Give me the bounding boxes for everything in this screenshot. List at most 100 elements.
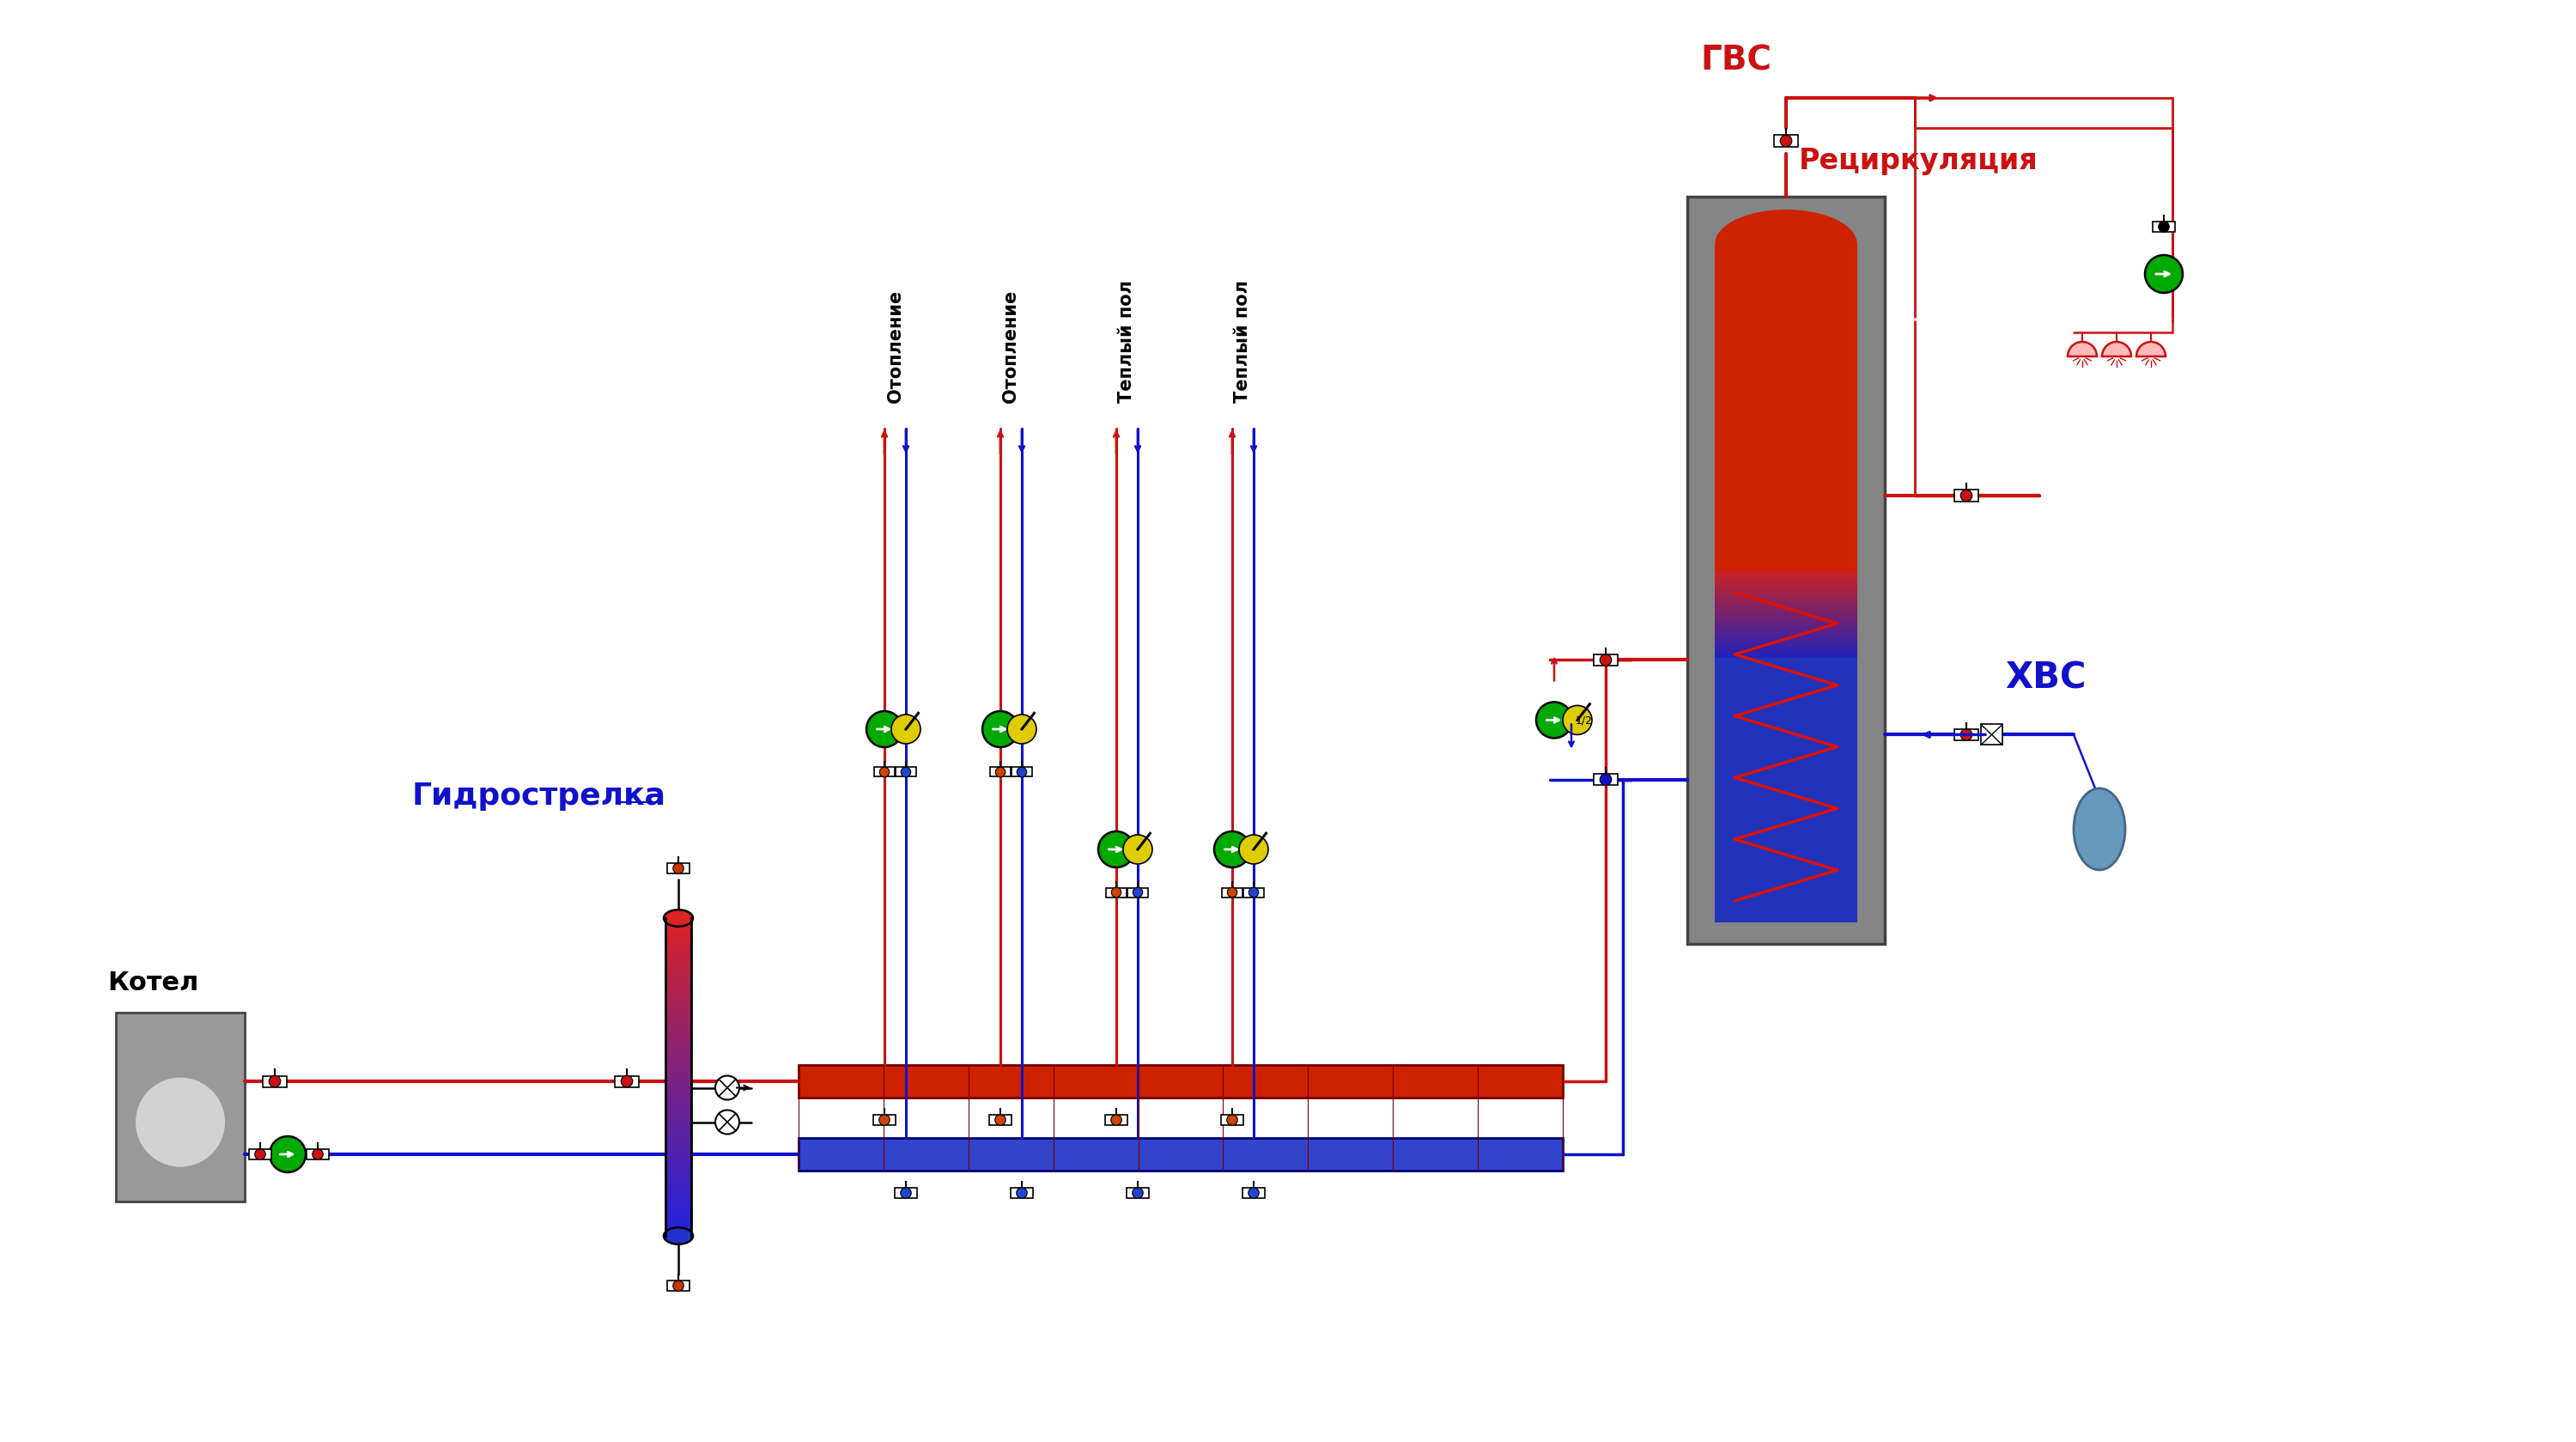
- Bar: [1716, 632, 1857, 634]
- Bar: [1716, 597, 1857, 601]
- Circle shape: [1018, 1188, 1028, 1198]
- Circle shape: [1535, 702, 1571, 738]
- Bar: [873, 1115, 896, 1125]
- Bar: [1012, 767, 1033, 777]
- Circle shape: [716, 1110, 739, 1133]
- Circle shape: [902, 767, 912, 777]
- Circle shape: [1226, 1115, 1236, 1125]
- Bar: [1244, 888, 1265, 897]
- Circle shape: [312, 1149, 322, 1159]
- Bar: [665, 1211, 690, 1220]
- Bar: [1775, 136, 1798, 147]
- Bar: [2154, 222, 2174, 232]
- Bar: [1716, 603, 1857, 607]
- Bar: [665, 933, 690, 942]
- Circle shape: [891, 715, 920, 744]
- Bar: [1221, 1115, 1244, 1125]
- Circle shape: [866, 711, 902, 747]
- Circle shape: [1600, 655, 1613, 666]
- Ellipse shape: [1716, 209, 1857, 278]
- Bar: [1716, 655, 1857, 658]
- Wedge shape: [2069, 342, 2097, 356]
- Circle shape: [1564, 705, 1592, 734]
- Bar: [1716, 577, 1857, 581]
- Circle shape: [716, 1076, 739, 1100]
- Bar: [1955, 730, 1978, 740]
- Bar: [665, 1069, 690, 1077]
- Wedge shape: [2102, 342, 2130, 356]
- Bar: [1716, 634, 1857, 637]
- Bar: [665, 1132, 690, 1141]
- Bar: [1716, 585, 1857, 590]
- Text: Отопление: Отопление: [1002, 290, 1020, 402]
- Bar: [665, 1180, 690, 1188]
- Circle shape: [1780, 136, 1793, 147]
- Circle shape: [137, 1077, 224, 1167]
- Circle shape: [1007, 715, 1036, 744]
- Bar: [665, 1218, 690, 1229]
- Circle shape: [1213, 832, 1249, 868]
- Circle shape: [994, 1115, 1005, 1125]
- Bar: [1716, 583, 1857, 587]
- Bar: [1716, 611, 1857, 616]
- Bar: [1716, 649, 1857, 652]
- Circle shape: [981, 711, 1018, 747]
- Bar: [989, 767, 1010, 777]
- Bar: [665, 1092, 690, 1100]
- Bar: [665, 1116, 690, 1125]
- Bar: [665, 1203, 690, 1213]
- Bar: [665, 1107, 690, 1116]
- Bar: [665, 1195, 690, 1204]
- Bar: [665, 957, 690, 966]
- Bar: [1716, 588, 1857, 593]
- Bar: [1687, 196, 1886, 945]
- Circle shape: [1097, 832, 1133, 868]
- Bar: [1716, 606, 1857, 610]
- Bar: [250, 1149, 270, 1159]
- Text: ГВС: ГВС: [1700, 43, 1772, 76]
- Bar: [1242, 1188, 1265, 1198]
- Circle shape: [878, 1115, 889, 1125]
- Circle shape: [878, 767, 889, 777]
- Circle shape: [1249, 1188, 1260, 1198]
- Bar: [1716, 574, 1857, 578]
- Text: Котел: Котел: [108, 970, 198, 995]
- Bar: [1716, 643, 1857, 646]
- Circle shape: [270, 1136, 307, 1172]
- Bar: [665, 1005, 690, 1014]
- Bar: [667, 864, 690, 874]
- Bar: [665, 1053, 690, 1061]
- Circle shape: [255, 1149, 265, 1159]
- Circle shape: [1600, 774, 1613, 786]
- Bar: [665, 1123, 690, 1132]
- Bar: [1105, 888, 1126, 897]
- Circle shape: [1133, 887, 1144, 897]
- Bar: [896, 767, 917, 777]
- Circle shape: [1226, 887, 1236, 897]
- Bar: [665, 1155, 690, 1164]
- Bar: [665, 1171, 690, 1180]
- Circle shape: [672, 1280, 683, 1291]
- Circle shape: [1018, 767, 1028, 777]
- Circle shape: [1239, 835, 1267, 864]
- Bar: [1105, 1115, 1128, 1125]
- Ellipse shape: [665, 910, 693, 926]
- Bar: [665, 926, 690, 934]
- Bar: [1716, 591, 1857, 596]
- Circle shape: [672, 862, 683, 874]
- Bar: [1716, 609, 1857, 613]
- Bar: [894, 1188, 917, 1198]
- Bar: [307, 1149, 330, 1159]
- Text: Теплый пол: Теплый пол: [1118, 280, 1136, 402]
- Wedge shape: [2136, 342, 2166, 356]
- Bar: [665, 1076, 690, 1084]
- Bar: [665, 965, 690, 973]
- Bar: [665, 1139, 690, 1148]
- Circle shape: [1249, 887, 1260, 897]
- Bar: [1955, 490, 1978, 502]
- Circle shape: [1960, 728, 1973, 740]
- Bar: [665, 989, 690, 998]
- Text: Гидрострелка: Гидрострелка: [412, 782, 667, 810]
- Text: Отопление: Отопление: [886, 290, 904, 402]
- Bar: [665, 1044, 690, 1053]
